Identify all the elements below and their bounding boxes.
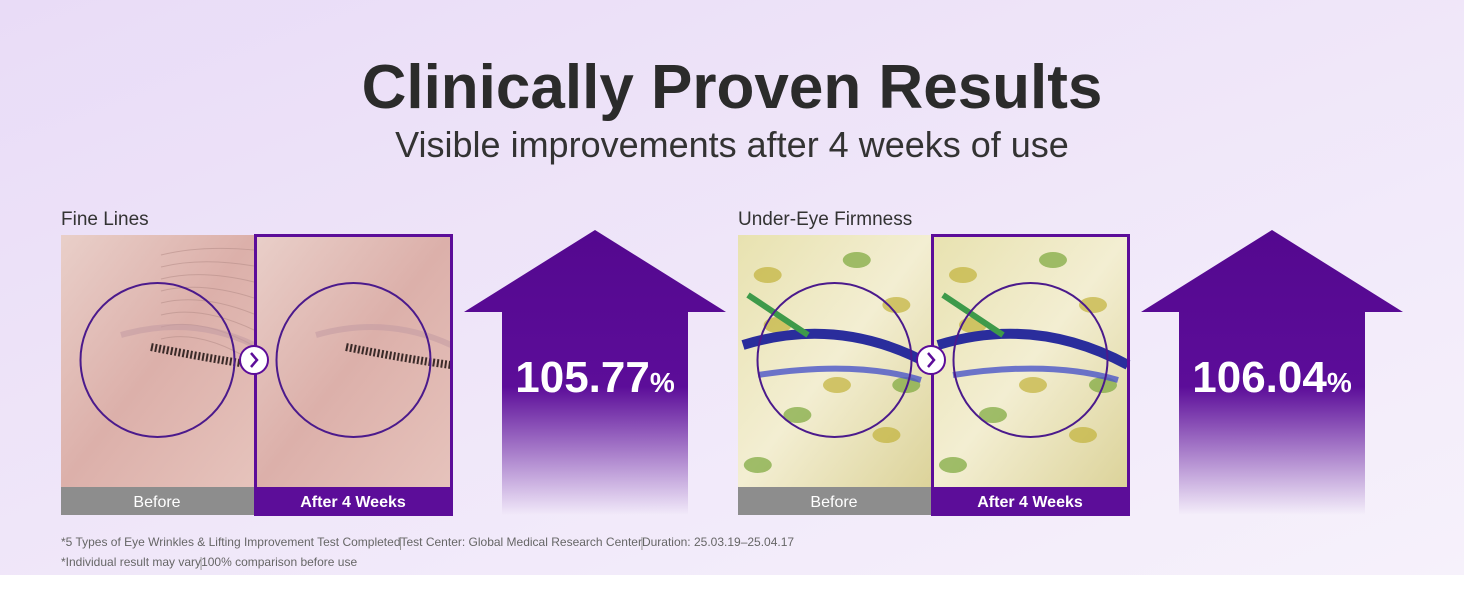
before-label: Before bbox=[810, 494, 857, 511]
compare-icon bbox=[239, 345, 269, 375]
photo bbox=[61, 235, 254, 487]
value-number: 106.04 bbox=[1192, 353, 1327, 402]
heat-blob bbox=[1019, 377, 1047, 393]
heat-blob bbox=[949, 267, 977, 283]
focus-circle bbox=[275, 282, 432, 438]
footnote-segment: *Individual result may vary bbox=[61, 555, 201, 569]
heat-blob bbox=[783, 407, 812, 423]
value-unit: % bbox=[1327, 367, 1352, 398]
heat-blob bbox=[822, 377, 851, 393]
after-bar bbox=[254, 487, 453, 515]
heat-ridge bbox=[941, 292, 1005, 338]
subtitle: Visible improvements after 4 weeks of us… bbox=[395, 124, 1069, 165]
focus-circle bbox=[952, 282, 1109, 438]
heat-blob bbox=[872, 427, 901, 443]
panel-label: Fine Lines bbox=[61, 209, 149, 230]
wrinkle bbox=[160, 274, 255, 283]
after-frame bbox=[931, 234, 1130, 516]
result-value: 105.77% bbox=[515, 353, 675, 402]
heat-ridge bbox=[757, 365, 922, 383]
footnote: *Individual result may vary100% comparis… bbox=[61, 555, 357, 569]
after-label: After 4 Weeks bbox=[300, 494, 406, 511]
footnote-segment: 100% comparison before use bbox=[201, 555, 357, 569]
before-bar bbox=[61, 487, 254, 515]
value-unit: % bbox=[650, 367, 675, 398]
heat-blob bbox=[1079, 297, 1107, 313]
wrinkle bbox=[160, 299, 255, 315]
focus-circle bbox=[79, 282, 236, 438]
footnotes: *5 Types of Eye Wrinkles & Lifting Impro… bbox=[61, 535, 794, 570]
heat-ridge bbox=[952, 365, 1119, 383]
footnote-segment: Duration: 25.03.19–25.04.17 bbox=[642, 535, 794, 549]
footnote: *5 Types of Eye Wrinkles & Lifting Impro… bbox=[61, 535, 794, 549]
eyelid bbox=[120, 324, 256, 348]
focus-circle bbox=[756, 282, 913, 438]
heat-blob bbox=[882, 297, 911, 313]
panel-label: Under-Eye Firmness bbox=[738, 209, 912, 230]
before-bar bbox=[738, 487, 931, 515]
eyelid bbox=[315, 324, 453, 348]
heat-ridge bbox=[741, 328, 934, 370]
after-frame bbox=[254, 234, 453, 516]
heat-ridge bbox=[936, 328, 1131, 370]
heat-blob bbox=[892, 377, 921, 393]
compare-chevron bbox=[927, 352, 936, 368]
heat-blob bbox=[979, 407, 1007, 423]
result-panel: Under-Eye Firmness Before After 4 Weeks 106… bbox=[738, 209, 1403, 516]
before-label: Before bbox=[133, 494, 180, 511]
wrinkle bbox=[160, 311, 255, 331]
heat-blob bbox=[1039, 252, 1067, 268]
heat-ridge bbox=[746, 292, 810, 338]
heat-blob bbox=[1069, 427, 1097, 443]
after-label: After 4 Weeks bbox=[977, 494, 1083, 511]
up-arrow bbox=[464, 230, 726, 515]
wrinkle bbox=[160, 286, 255, 299]
lashes bbox=[345, 343, 452, 369]
result-panel: Fine Lines Before After 4 Weeks 105.77% bbox=[61, 209, 726, 516]
lashes bbox=[150, 343, 255, 369]
wrinkle bbox=[160, 261, 255, 268]
result-value: 106.04% bbox=[1192, 353, 1352, 402]
title: Clinically Proven Results bbox=[362, 53, 1103, 122]
value-number: 105.77 bbox=[515, 353, 650, 402]
after-bar bbox=[931, 487, 1130, 515]
heat-blob bbox=[743, 457, 772, 473]
heat-blob bbox=[939, 457, 967, 473]
heat-blob bbox=[753, 267, 782, 283]
heat-blob bbox=[842, 252, 871, 268]
up-arrow bbox=[1141, 230, 1403, 515]
wrinkle bbox=[160, 247, 255, 256]
compare-chevron bbox=[250, 352, 259, 368]
compare-icon bbox=[916, 345, 946, 375]
footnote-segment: Test Center: Global Medical Research Cen… bbox=[401, 535, 642, 549]
footnote-segment: *5 Types of Eye Wrinkles & Lifting Impro… bbox=[61, 535, 401, 549]
